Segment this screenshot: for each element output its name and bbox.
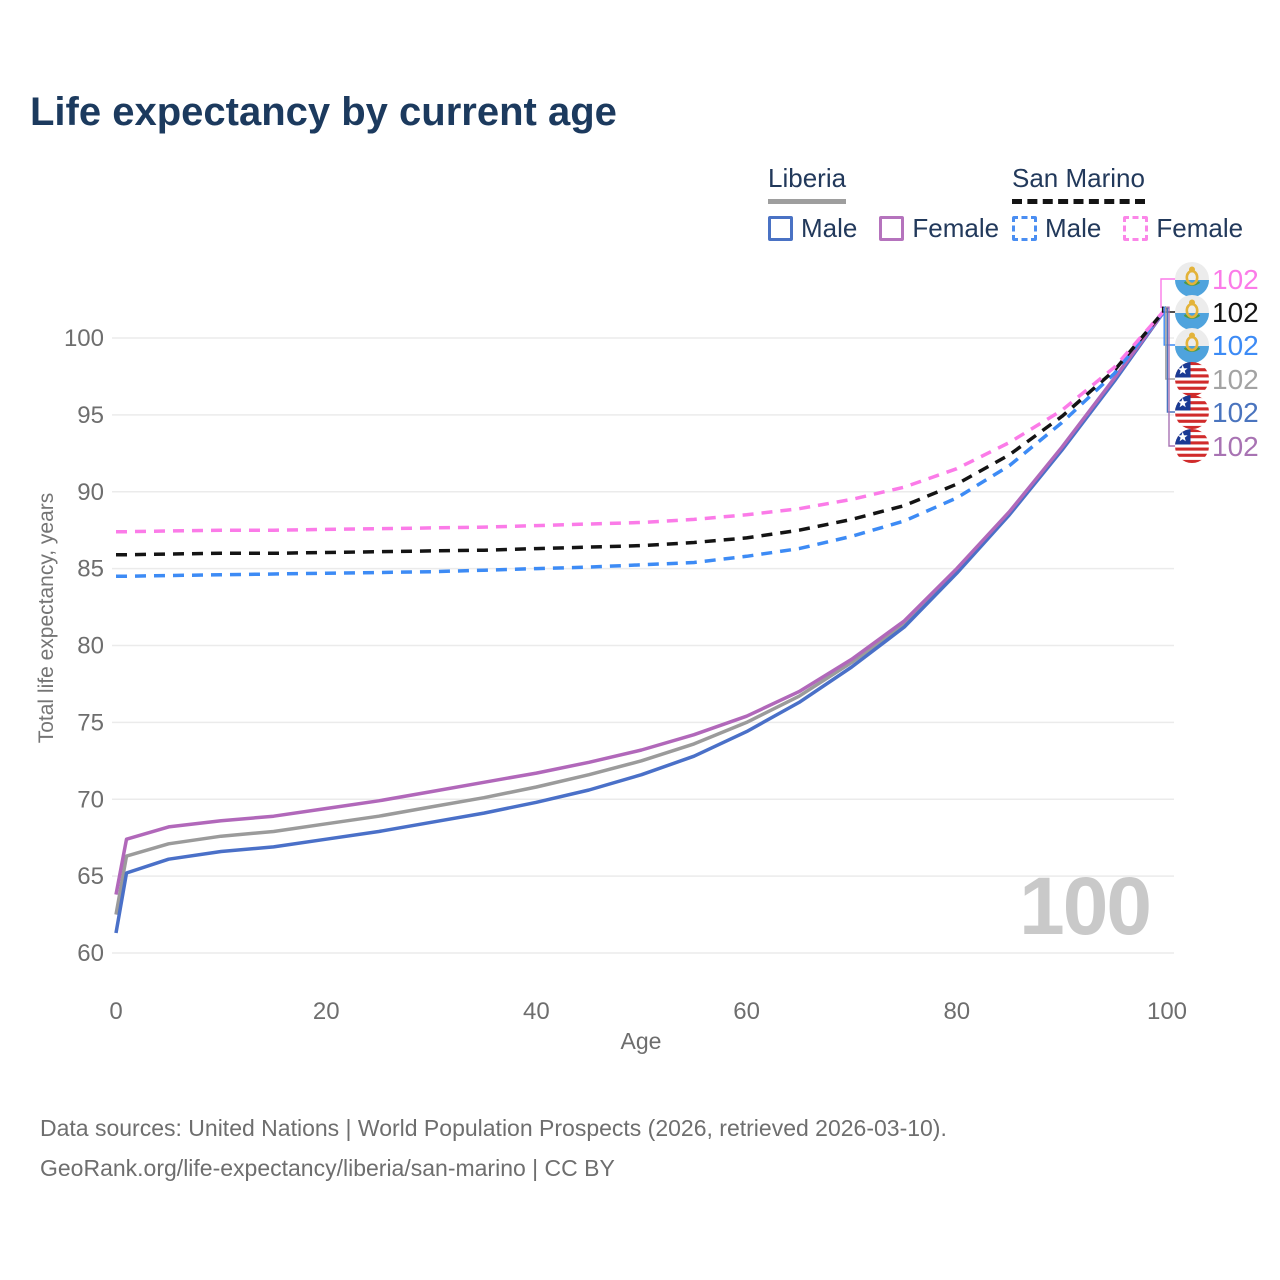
legend-label-san-marino-male: Male xyxy=(1045,213,1102,243)
y-tick-label: 95 xyxy=(77,402,104,429)
legend-country-liberia[interactable]: Liberia xyxy=(768,163,847,204)
y-tick-label: 90 xyxy=(77,479,104,506)
legend-item-liberia-female[interactable]: Female xyxy=(879,213,999,244)
legend-label-san-marino-female: Female xyxy=(1156,213,1244,243)
end-value-label: 102 xyxy=(1212,397,1259,428)
liberia-flag-icon xyxy=(1175,429,1209,463)
san-marino-flag-icon xyxy=(1175,295,1209,330)
legend-label-liberia-male: Male xyxy=(801,213,858,243)
x-tick-label: 100 xyxy=(1147,998,1187,1025)
legend-item-san-marino-male[interactable]: Male xyxy=(1012,213,1101,244)
end-value-label: 102 xyxy=(1212,264,1259,295)
x-tick-label: 0 xyxy=(109,998,122,1025)
y-tick-label: 85 xyxy=(77,556,104,583)
legend-item-liberia-male[interactable]: Male xyxy=(768,213,857,244)
legend-country-san-marino[interactable]: San Marino xyxy=(1012,163,1145,204)
end-value-label: 102 xyxy=(1212,330,1259,361)
series-liberia-female[interactable] xyxy=(114,306,1169,895)
san-marino-flag-icon xyxy=(1175,328,1209,363)
legend-swatch-san-marino-female[interactable] xyxy=(1123,216,1149,241)
legend-items-liberia: Male Female xyxy=(768,213,999,244)
y-tick-label: 75 xyxy=(77,709,104,736)
series-san-marino-both[interactable] xyxy=(116,306,1169,557)
legend-swatch-liberia-female[interactable] xyxy=(879,216,905,241)
x-axis-title: Age xyxy=(620,1028,662,1054)
current-age-watermark: 100 xyxy=(1019,861,1152,952)
liberia-flag-icon xyxy=(1175,362,1209,396)
page-title: Life expectancy by current age xyxy=(30,90,617,134)
liberia-flag-icon xyxy=(1175,395,1209,429)
series-liberia-male[interactable] xyxy=(114,306,1169,934)
footer: Data sources: United Nations | World Pop… xyxy=(40,1108,947,1189)
end-value-label: 102 xyxy=(1212,431,1259,462)
series-san-marino-male[interactable] xyxy=(116,306,1169,579)
series-san-marino-female[interactable] xyxy=(116,306,1169,534)
legend-group-liberia: Liberia Male Female xyxy=(768,163,999,244)
leader-line xyxy=(1167,306,1176,447)
footer-url: GeoRank.org/life-expectancy/liberia/san-… xyxy=(40,1155,615,1182)
legend-group-san-marino: San Marino Male Female xyxy=(1012,163,1243,244)
y-tick-label: 60 xyxy=(77,940,104,967)
legend-items-san-marino: Male Female xyxy=(1012,213,1243,244)
footer-sources: Data sources: United Nations | World Pop… xyxy=(40,1115,947,1141)
y-tick-label: 100 xyxy=(64,325,104,352)
y-tick-label: 70 xyxy=(77,786,104,813)
san-marino-flag-icon xyxy=(1175,262,1209,297)
end-value-label: 102 xyxy=(1212,364,1259,395)
y-tick-label: 65 xyxy=(77,863,104,890)
legend-swatch-san-marino-male[interactable] xyxy=(1012,216,1037,241)
leader-line xyxy=(1165,306,1176,380)
y-axis-title: Total life expectancy, years xyxy=(35,492,58,744)
end-value-label: 102 xyxy=(1212,297,1259,328)
x-tick-label: 80 xyxy=(943,998,970,1025)
legend-swatch-liberia-male[interactable] xyxy=(768,216,793,241)
x-tick-label: 40 xyxy=(523,998,550,1025)
x-tick-label: 60 xyxy=(733,998,760,1025)
legend-label-liberia-female: Female xyxy=(912,213,1000,243)
y-tick-label: 80 xyxy=(77,633,104,660)
x-tick-label: 20 xyxy=(313,998,340,1025)
leader-line xyxy=(1160,278,1176,308)
series-liberia-both[interactable] xyxy=(114,306,1169,915)
legend-item-san-marino-female[interactable]: Female xyxy=(1123,213,1243,244)
